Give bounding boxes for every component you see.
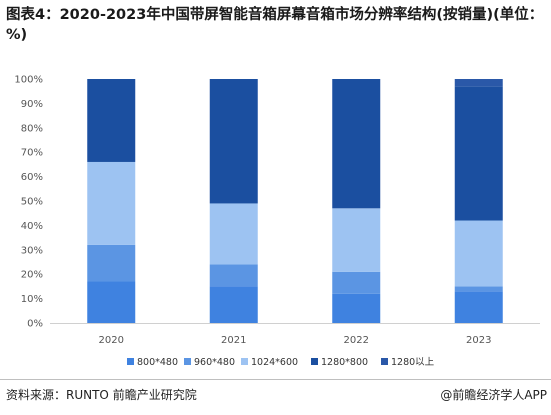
y-tick-label: 10% — [21, 294, 43, 305]
bar-segment — [454, 286, 503, 292]
bar-segment — [209, 264, 258, 287]
y-tick-label: 50% — [21, 197, 43, 208]
legend-label: 1280*800 — [321, 357, 368, 368]
y-tick-label: 20% — [21, 270, 43, 281]
bar-segment — [332, 271, 381, 294]
y-tick-label: 0% — [27, 319, 43, 330]
bar-segment — [209, 79, 258, 204]
source-note: 资料来源：RUNTO 前瞻产业研究院 — [6, 388, 197, 402]
bar-segment — [87, 281, 136, 323]
y-tick-label: 100% — [14, 75, 43, 86]
brand-credit: @前瞻经济学人APP — [440, 388, 547, 402]
bar-segment — [332, 293, 381, 323]
chart-title: 图表4：2020-2023年中国带屏智能音箱屏幕音箱市场分辨率结构(按销量)(单… — [6, 7, 544, 43]
bar-segment — [454, 220, 503, 287]
x-tick-label: 2023 — [466, 335, 491, 346]
bars — [87, 79, 503, 323]
x-tick-label: 2020 — [99, 335, 124, 346]
x-tick-label: 2022 — [344, 335, 369, 346]
legend-swatch — [127, 358, 134, 365]
legend-swatch — [184, 358, 191, 365]
x-tick-label: 2021 — [221, 335, 246, 346]
y-tick-label: 40% — [21, 221, 43, 232]
bar-segment — [209, 203, 258, 265]
bar-segment — [87, 161, 136, 245]
bar-segment — [87, 244, 136, 282]
bar-segment — [209, 286, 258, 323]
footer-divider — [0, 379, 551, 380]
y-tick-label: 80% — [21, 123, 43, 134]
y-axis: 0% 10% 20% 30% 40% 50% 60% 70% 80% 90% 100% — [14, 75, 43, 330]
legend-label: 960*480 — [194, 357, 235, 368]
y-tick-label: 60% — [21, 172, 43, 183]
x-axis: 2020 2021 2022 2023 — [50, 323, 540, 346]
bar-segment — [454, 86, 503, 221]
bar-segment — [332, 208, 381, 272]
legend-swatch — [241, 358, 248, 365]
bar-segment — [454, 291, 503, 323]
y-tick-label: 30% — [21, 245, 43, 256]
y-tick-label: 90% — [21, 99, 43, 110]
bar-segment — [87, 79, 136, 162]
stacked-bar-chart: 0%10%20%30%40%50%60%70%80%90%100% 2020 20… — [14, 75, 540, 368]
bar-segment — [332, 79, 381, 209]
bar-segment — [454, 79, 503, 87]
legend-label: 1024*600 — [251, 357, 298, 368]
legend-swatch — [311, 358, 318, 365]
legend-label: 800*480 — [137, 357, 178, 368]
legend-swatch — [381, 358, 388, 365]
legend: 800*480 960*480 1024*600 1280*800 1280以上 — [127, 357, 435, 368]
legend-label: 1280以上 — [391, 357, 435, 368]
y-tick-label: 70% — [21, 148, 43, 159]
